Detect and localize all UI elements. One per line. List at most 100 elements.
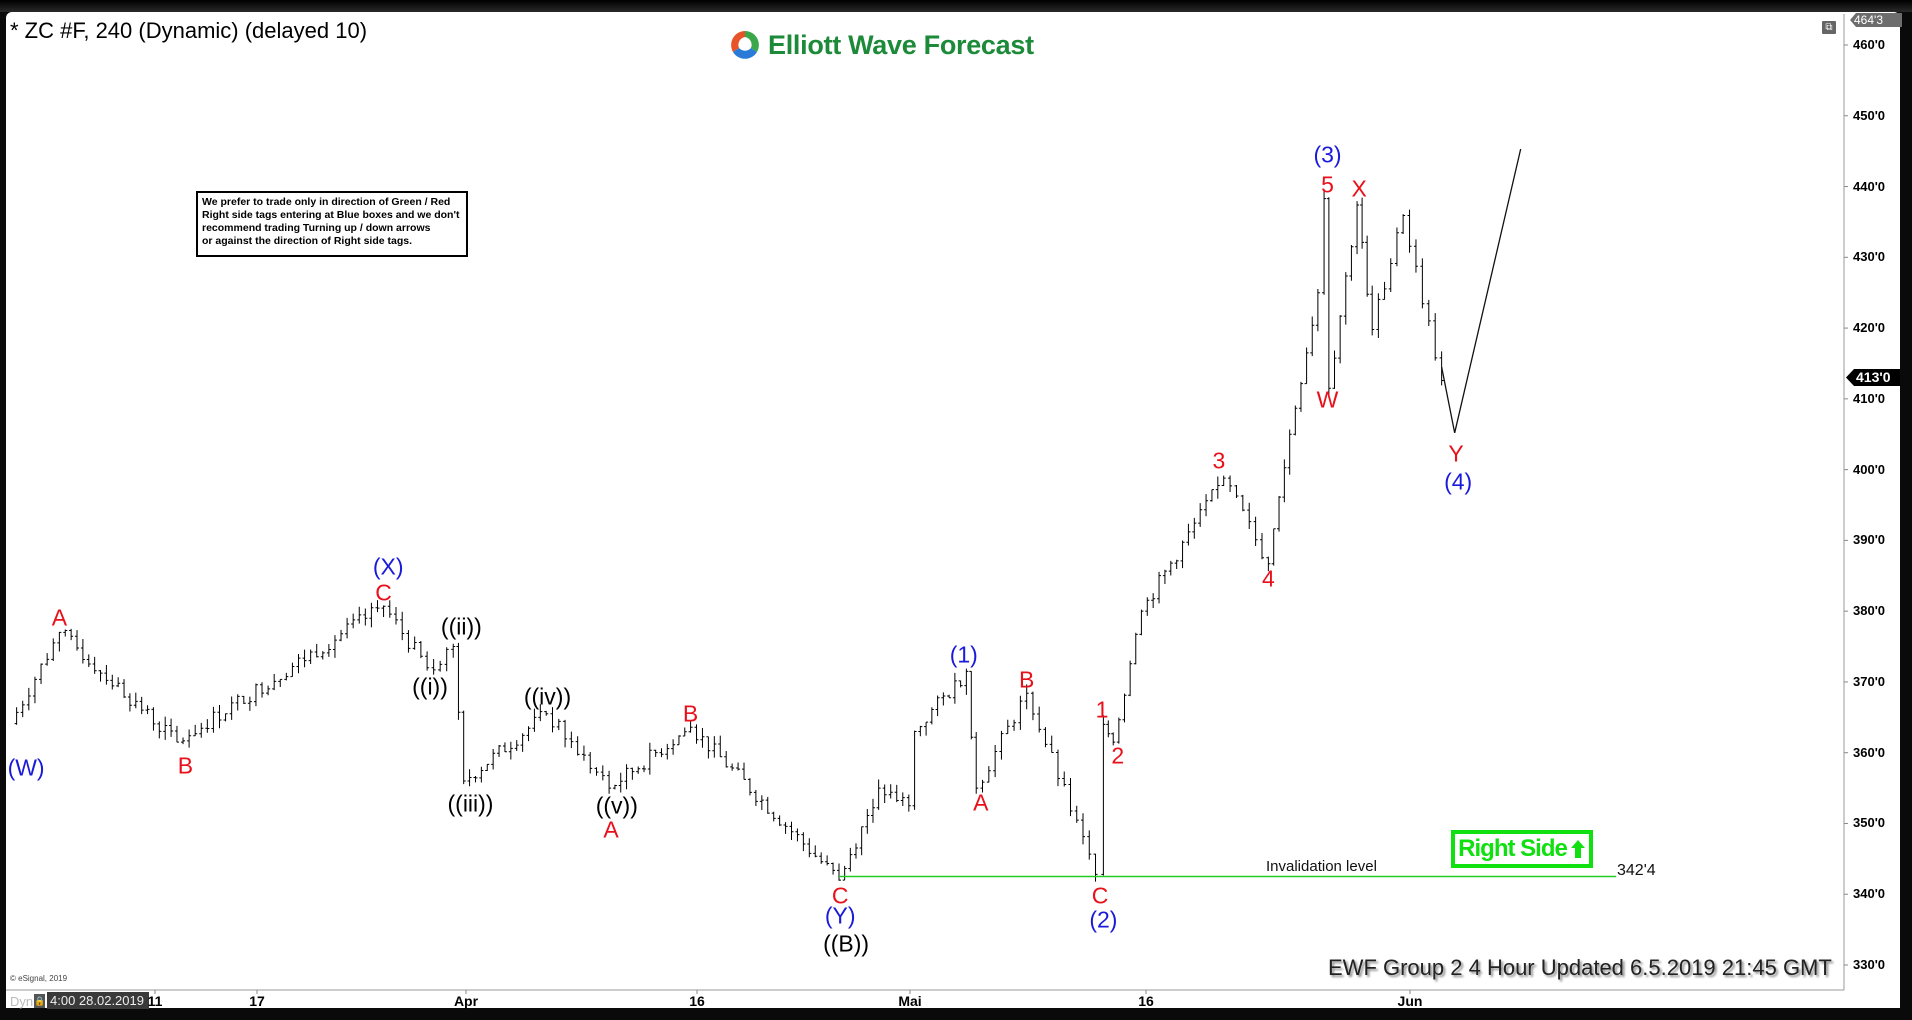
price-bar [1382, 281, 1387, 300]
price-bar [1049, 735, 1054, 754]
price-bar [742, 762, 747, 780]
price-bar [859, 826, 864, 856]
price-bar [1322, 190, 1327, 295]
price-bar [1087, 830, 1092, 860]
price-bar [1388, 258, 1393, 292]
x-tick-label: 11 [147, 993, 163, 1009]
price-bar [952, 672, 957, 704]
price-bar [941, 692, 946, 706]
wave-label: W [1316, 386, 1339, 413]
price-bar [1426, 299, 1431, 327]
price-bar [1162, 569, 1167, 584]
price-bar [801, 832, 806, 852]
price-bar [139, 696, 144, 715]
price-bar [151, 707, 156, 731]
wave-label: X [1351, 175, 1367, 202]
price-bar [290, 662, 295, 678]
price-bar [241, 695, 246, 705]
dynamic-mode-label[interactable]: Dyn [10, 994, 34, 1009]
price-bar [588, 752, 593, 774]
price-bar [169, 718, 174, 737]
price-bar [964, 668, 969, 695]
price-bar [253, 683, 258, 707]
price-bar [653, 749, 658, 757]
price-bar [363, 608, 368, 626]
price-bar [1343, 272, 1348, 325]
price-bar [700, 727, 705, 748]
wave-label: C [1091, 882, 1109, 909]
price-bar [647, 742, 652, 775]
price-bar [724, 751, 729, 768]
note-line: We prefer to trade only in direction of … [202, 196, 451, 208]
price-bar [451, 643, 456, 658]
price-bar [1355, 201, 1360, 255]
wave-label: A [51, 604, 68, 631]
invalidation-value: 342'4 [1617, 862, 1656, 879]
cursor-date-readout: 4:00 28.02.2019 [47, 992, 149, 1009]
price-bar [1338, 315, 1343, 364]
wave-label: ((v)) [595, 792, 638, 819]
price-bar [278, 678, 283, 688]
copyright: © eSignal, 2019 [10, 974, 68, 983]
wave-label: ((i)) [412, 673, 448, 700]
price-bar [473, 775, 478, 783]
price-bar [1043, 727, 1048, 748]
price-bar [51, 638, 56, 661]
price-bar [497, 744, 502, 757]
price-bar [1093, 853, 1098, 882]
price-bar [1055, 749, 1060, 787]
price-bar [1018, 695, 1023, 730]
price-bar [320, 651, 325, 660]
price-bar [1247, 502, 1252, 530]
price-bar [813, 845, 818, 858]
price-bar [730, 763, 735, 771]
price-bar [284, 672, 289, 681]
price-bar [369, 602, 374, 628]
invalidation-label: Invalidation level [1266, 858, 1377, 875]
price-bar [332, 635, 337, 658]
price-bar [1315, 288, 1320, 332]
price-bar [980, 779, 985, 793]
price-bar [357, 606, 362, 624]
price-bar [1198, 503, 1203, 527]
price-bar [1360, 197, 1365, 249]
price-bar [1106, 720, 1111, 738]
price-bar [694, 724, 699, 744]
price-bar [1349, 245, 1354, 281]
price-bar [999, 730, 1004, 760]
price-bar [712, 736, 717, 758]
price-bar [14, 707, 19, 725]
wave-label: C [831, 882, 849, 909]
price-bar [345, 617, 350, 639]
price-bar [783, 822, 788, 834]
price-bar [1037, 706, 1042, 733]
x-tick-label: Apr [453, 993, 479, 1009]
price-bar [759, 795, 764, 811]
price-bar [26, 687, 31, 711]
price-bar [157, 721, 162, 739]
wave-label: ((ii)) [440, 613, 482, 640]
price-bar [594, 767, 599, 776]
x-tick-label: Mai [898, 993, 922, 1009]
price-bar [906, 794, 911, 812]
price-bar [351, 613, 356, 629]
y-tick-label: 400'0 [1853, 461, 1886, 477]
price-bar [924, 721, 929, 736]
y-tick-label: 360'0 [1853, 744, 1886, 760]
restore-window-icon[interactable]: ⧉ [1822, 21, 1836, 34]
price-bar [247, 696, 252, 711]
price-bar [753, 789, 758, 806]
wave-label: A [973, 789, 989, 816]
note-line: or against the direction of Right side t… [202, 235, 413, 247]
price-bar [418, 640, 423, 659]
wave-label: C [375, 579, 392, 606]
price-bar [1253, 516, 1258, 546]
lock-icon[interactable]: 🔒 [34, 994, 46, 1008]
wave-label: 4 [1261, 565, 1275, 592]
price-bar [888, 784, 893, 799]
price-bar [86, 654, 91, 668]
y-tick-label: 340'0 [1853, 886, 1886, 902]
y-tick-label: 420'0 [1853, 320, 1886, 336]
price-bar [260, 682, 265, 698]
